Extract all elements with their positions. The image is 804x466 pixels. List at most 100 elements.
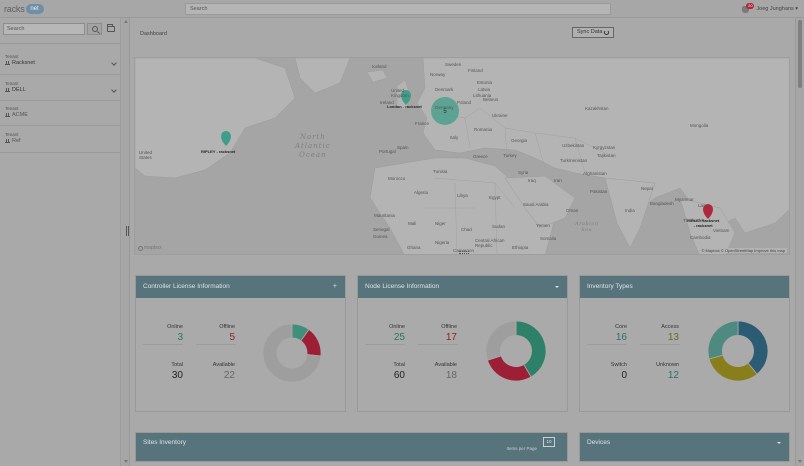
stat-label: Offline [441, 324, 457, 330]
map-place-label: Yemen [536, 223, 550, 228]
user-menu[interactable]: Joeg Junghans ▾ [756, 6, 798, 12]
map-place-label: Sudan [492, 224, 506, 229]
map-place-label: Estonia [477, 80, 493, 85]
donut-slice-unknown[interactable] [707, 320, 739, 360]
donut-slice-available[interactable] [485, 320, 517, 361]
divider [418, 344, 458, 345]
stat-label: Total [393, 362, 405, 368]
global-search-input[interactable]: Search [185, 3, 611, 15]
sidebar-tenant-racksnet[interactable]: Tenant Racksnet [5, 54, 118, 66]
card-header: Node License Information [358, 276, 567, 298]
map-place-label: Ukraine [492, 113, 508, 118]
top-bar: racks net Search 20 Joeg Junghans ▾ [0, 0, 804, 18]
stat-core: Core 16 [567, 324, 627, 343]
map-place-label: Germany [435, 105, 454, 110]
map-attribution[interactable]: © Mapbox © OpenStreetMap Improve this ma… [699, 248, 787, 253]
donut-slice-access[interactable] [708, 354, 758, 382]
stat-value: 16 [615, 332, 627, 343]
map-place-label: Libya [457, 193, 468, 198]
map-place-label: Kazakhstan [585, 106, 609, 111]
stat-value: 13 [667, 332, 679, 343]
map-place-label: Mongolia [690, 123, 709, 128]
logo-cloud-icon: net [25, 4, 44, 14]
map-place-label: Belarus [483, 97, 499, 102]
mapbox-logo[interactable]: mapbox [138, 245, 162, 251]
donut-slice-available[interactable] [262, 323, 322, 383]
donut-slice-core[interactable] [737, 320, 769, 375]
controller-donut-chart [262, 323, 322, 383]
user-area: 20 Joeg Junghans ▾ [742, 2, 798, 14]
stat-available: Available 18 [397, 362, 457, 381]
location-pin-icon[interactable] [401, 90, 411, 105]
stat-online: Online 3 [123, 324, 183, 343]
sidebar-tenant-ref[interactable]: Tenant Ref [5, 132, 118, 144]
card-body: Online 3 Offline 5 Total 30 Available 22 [136, 298, 345, 413]
logo[interactable]: racks net [4, 3, 44, 15]
map-place-label: Romania [474, 127, 493, 132]
main-content: Dashboard Sync Data [131, 18, 795, 466]
chevron-down-icon[interactable] [555, 286, 559, 288]
chart-bar-icon [5, 88, 10, 92]
main-scrollbar[interactable] [795, 18, 804, 466]
map-place-label: Nigeria [435, 240, 450, 245]
map-place-label: Iraq [528, 178, 536, 183]
map-place-label: France [415, 121, 430, 126]
sidebar-tenant-dell[interactable]: Tenant DELL [5, 81, 118, 93]
map-place-label: Central African Republic [475, 238, 505, 248]
card-title: Devices [587, 439, 611, 446]
map-place-label: Vietnam [713, 228, 730, 233]
divider [365, 344, 405, 345]
map-place-label: Sweden [445, 62, 462, 67]
land-arabia [504, 175, 576, 229]
location-pin-alert-icon[interactable] [703, 204, 713, 219]
location-pin-icon[interactable] [221, 131, 231, 146]
stat-offline: Offline 5 [175, 324, 235, 343]
divider [0, 125, 120, 126]
stat-label: Core [615, 324, 627, 330]
scroll-down-icon[interactable] [124, 460, 128, 463]
stat-switch: Switch 0 [567, 362, 627, 381]
chart-bar-icon [5, 61, 10, 65]
map-place-label: Pakistan [590, 189, 608, 194]
stat-available: Available 22 [175, 362, 235, 381]
country-borders [425, 107, 606, 254]
map-resize-grip[interactable] [459, 251, 469, 254]
sidebar-scrollbar[interactable] [122, 18, 130, 466]
sidebar-search-input[interactable]: Search [3, 23, 85, 35]
map-place-label: Thailand [683, 218, 701, 223]
sync-data-button[interactable]: Sync Data [572, 27, 615, 38]
tenant-label: Tenant [5, 54, 19, 59]
divider [587, 344, 627, 345]
map-place-label: Ireland [380, 100, 394, 105]
divider [0, 152, 120, 153]
card-title: Controller License Information [143, 283, 230, 290]
card-title: Sites Inventory [143, 439, 186, 446]
resize-handle[interactable] [126, 226, 129, 236]
items-per-page-select[interactable]: 10 [543, 437, 555, 447]
divider [640, 344, 680, 345]
sidebar-tenant-acme[interactable]: Tenant ACME [5, 106, 118, 118]
scroll-up-icon[interactable] [124, 20, 128, 23]
map-place-label: Kyrgyzstan [593, 145, 616, 150]
stat-total: Total 60 [345, 362, 405, 381]
map-place-label: Mauritania [374, 213, 396, 218]
map-place-label: Egypt [489, 195, 501, 200]
map-place-label: Syria [518, 170, 529, 175]
scroll-thumb[interactable] [798, 20, 802, 88]
chevron-down-icon[interactable] [777, 442, 781, 444]
map-place-label: Uzbekistan [562, 143, 585, 148]
scroll-down-icon[interactable] [798, 460, 802, 463]
map-place-label: Algeria [414, 190, 429, 195]
map-place-label: Poland [457, 100, 472, 105]
donut-slice-offline[interactable] [486, 355, 532, 382]
bell-icon[interactable]: 20 [742, 2, 755, 13]
sidebar-search-button[interactable] [87, 23, 102, 35]
stat-access: Access 13 [619, 324, 679, 343]
world-map[interactable]: 5 North Atlantic Ocean Arabian Sea RIPLE… [134, 57, 790, 255]
tenant-name: ACME [12, 112, 28, 118]
map-place-label: Latvia [478, 87, 491, 92]
folder-icon[interactable] [107, 24, 115, 32]
expand-icon[interactable]: + [332, 283, 337, 290]
cluster-marker[interactable] [431, 97, 459, 125]
donut-slice-online[interactable] [515, 320, 547, 378]
